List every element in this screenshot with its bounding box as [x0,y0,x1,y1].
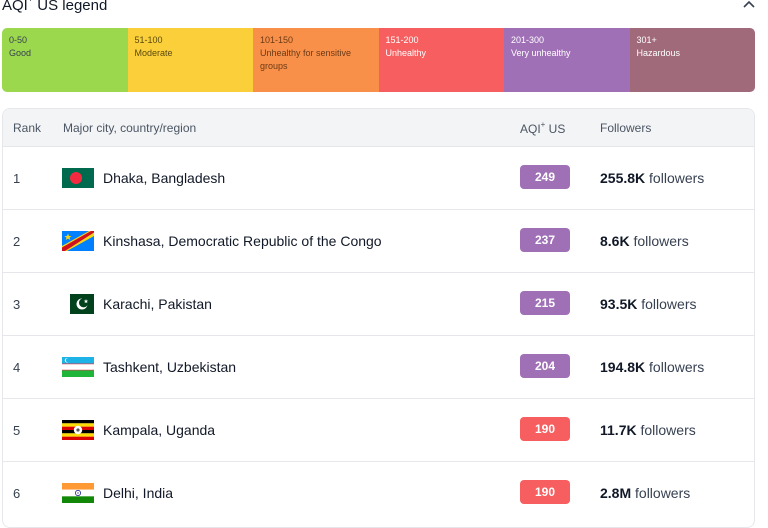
legend-segment: 301+ Hazardous [629,28,755,92]
aqi-badge: 237 [520,228,570,252]
aqi-legend-bar: 0-50 Good 51-100 Moderate 101-150 Unhealthy… [2,28,755,92]
followers-count: 2.8M followers [600,485,691,501]
rank-cell: 4 [13,360,21,375]
header-rank[interactable]: Rank [13,121,42,135]
aqi-badge: 249 [520,165,570,189]
uganda-flag-icon [62,420,94,440]
city-ranking-table: Rank Major city, country/region AQI+ US … [2,108,755,528]
bangladesh-flag-icon [62,168,94,188]
city-link[interactable]: Kampala, Uganda [103,422,216,438]
rank-cell: 3 [13,297,21,312]
legend-header[interactable]: AQI+ US legend [2,0,762,22]
rank-cell: 5 [13,423,21,438]
city-link[interactable]: Tashkent, Uzbekistan [103,359,237,375]
aqi-badge: 190 [520,480,570,504]
chevron-up-icon[interactable] [742,0,756,12]
table-row[interactable]: 5 Kampala, Uganda 190 11.7K followers [3,398,754,461]
header-aqi[interactable]: AQI+ US [520,120,566,136]
india-flag-icon [62,483,94,503]
table-row[interactable]: 6 Delhi, India 190 2.8M followers [3,461,754,524]
table-row[interactable]: 1 Dhaka, Bangladesh 249 255.8K followers [3,146,754,209]
city-link[interactable]: Dhaka, Bangladesh [103,170,226,186]
legend-segment: 201-300 Very unhealthy [504,28,630,92]
rank-cell: 1 [13,171,21,186]
followers-count: 194.8K followers [600,359,705,375]
table-row[interactable]: 2 Kinshasa, Democratic Republic of the C… [3,209,754,272]
table-header: Rank Major city, country/region AQI+ US … [3,109,754,146]
uzbekistan-flag-icon [62,357,94,377]
city-link[interactable]: Kinshasa, Democratic Republic of the Con… [103,233,382,249]
aqi-badge: 204 [520,354,570,378]
table-row[interactable]: 3 Karachi, Pakistan 215 93.5K followers [3,272,754,335]
rank-cell: 2 [13,234,21,249]
table-row[interactable]: 4 Tashkent, Uzbekistan 204 194.8K follow… [3,335,754,398]
header-followers[interactable]: Followers [600,121,652,135]
header-city[interactable]: Major city, country/region [63,121,197,135]
city-link[interactable]: Delhi, India [103,485,174,501]
legend-segment: 51-100 Moderate [127,28,253,92]
drc-flag-icon [62,231,94,251]
followers-count: 11.7K followers [600,422,696,438]
followers-count: 8.6K followers [600,233,689,249]
aqi-badge: 215 [520,291,570,315]
city-link[interactable]: Karachi, Pakistan [103,296,212,312]
legend-segment: 0-50 Good [2,28,128,92]
legend-title: AQI+ US legend [2,0,108,14]
aqi-badge: 190 [520,417,570,441]
followers-count: 255.8K followers [600,170,705,186]
legend-segment: 151-200 Unhealthy [378,28,504,92]
legend-segment: 101-150 Unhealthy for sensitive groups [253,28,379,92]
followers-count: 93.5K followers [600,296,697,312]
rank-cell: 6 [13,486,21,501]
pakistan-flag-icon [62,294,94,314]
